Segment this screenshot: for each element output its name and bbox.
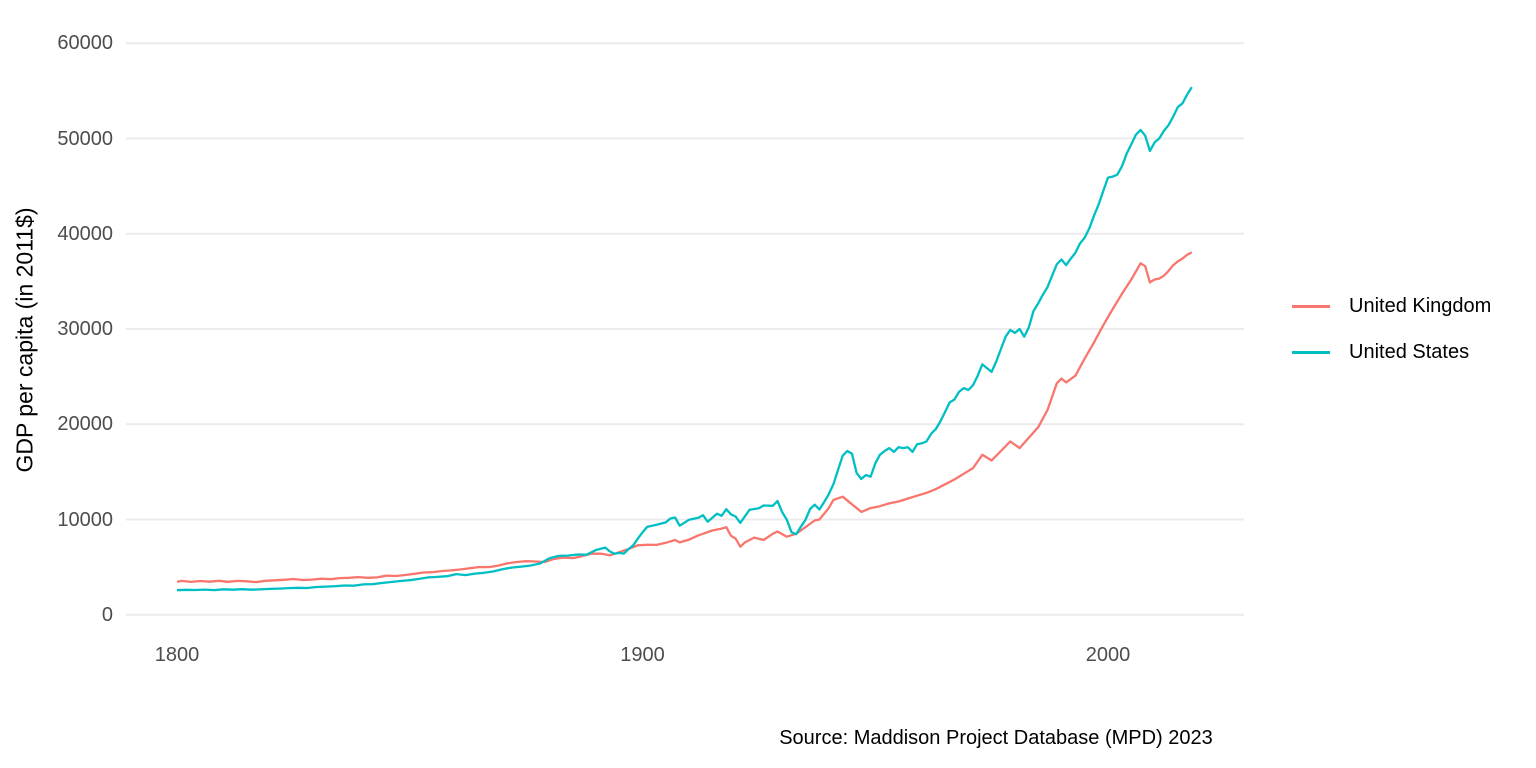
x-tick-label: 1900 (620, 644, 665, 666)
legend: United Kingdom United States (1292, 295, 1491, 387)
legend-line-swatch-united-states (1292, 350, 1330, 354)
legend-label: United Kingdom (1349, 294, 1492, 317)
y-tick-label: 0 (101, 604, 113, 626)
y-tick-label: 10000 (57, 508, 113, 531)
legend-line-swatch-united-kingdom (1292, 304, 1330, 308)
legend-label: United States (1349, 340, 1470, 363)
y-tick-label: 50000 (57, 127, 113, 150)
y-tick-label: 20000 (57, 413, 113, 436)
legend-item-united-kingdom: United Kingdom (1292, 295, 1491, 317)
x-tick-label: 2000 (1085, 644, 1131, 666)
y-tick-label: 60000 (57, 32, 113, 55)
line-united-kingdom (176, 251, 1193, 584)
source-caption: Source: Maddison Project Database (MPD) … (779, 727, 1213, 749)
x-tick-label: 1800 (154, 644, 200, 666)
line-united-states (176, 86, 1193, 592)
y-tick-label: 40000 (57, 222, 113, 245)
legend-item-united-states: United States (1292, 341, 1491, 363)
y-tick-label: 30000 (57, 318, 113, 340)
